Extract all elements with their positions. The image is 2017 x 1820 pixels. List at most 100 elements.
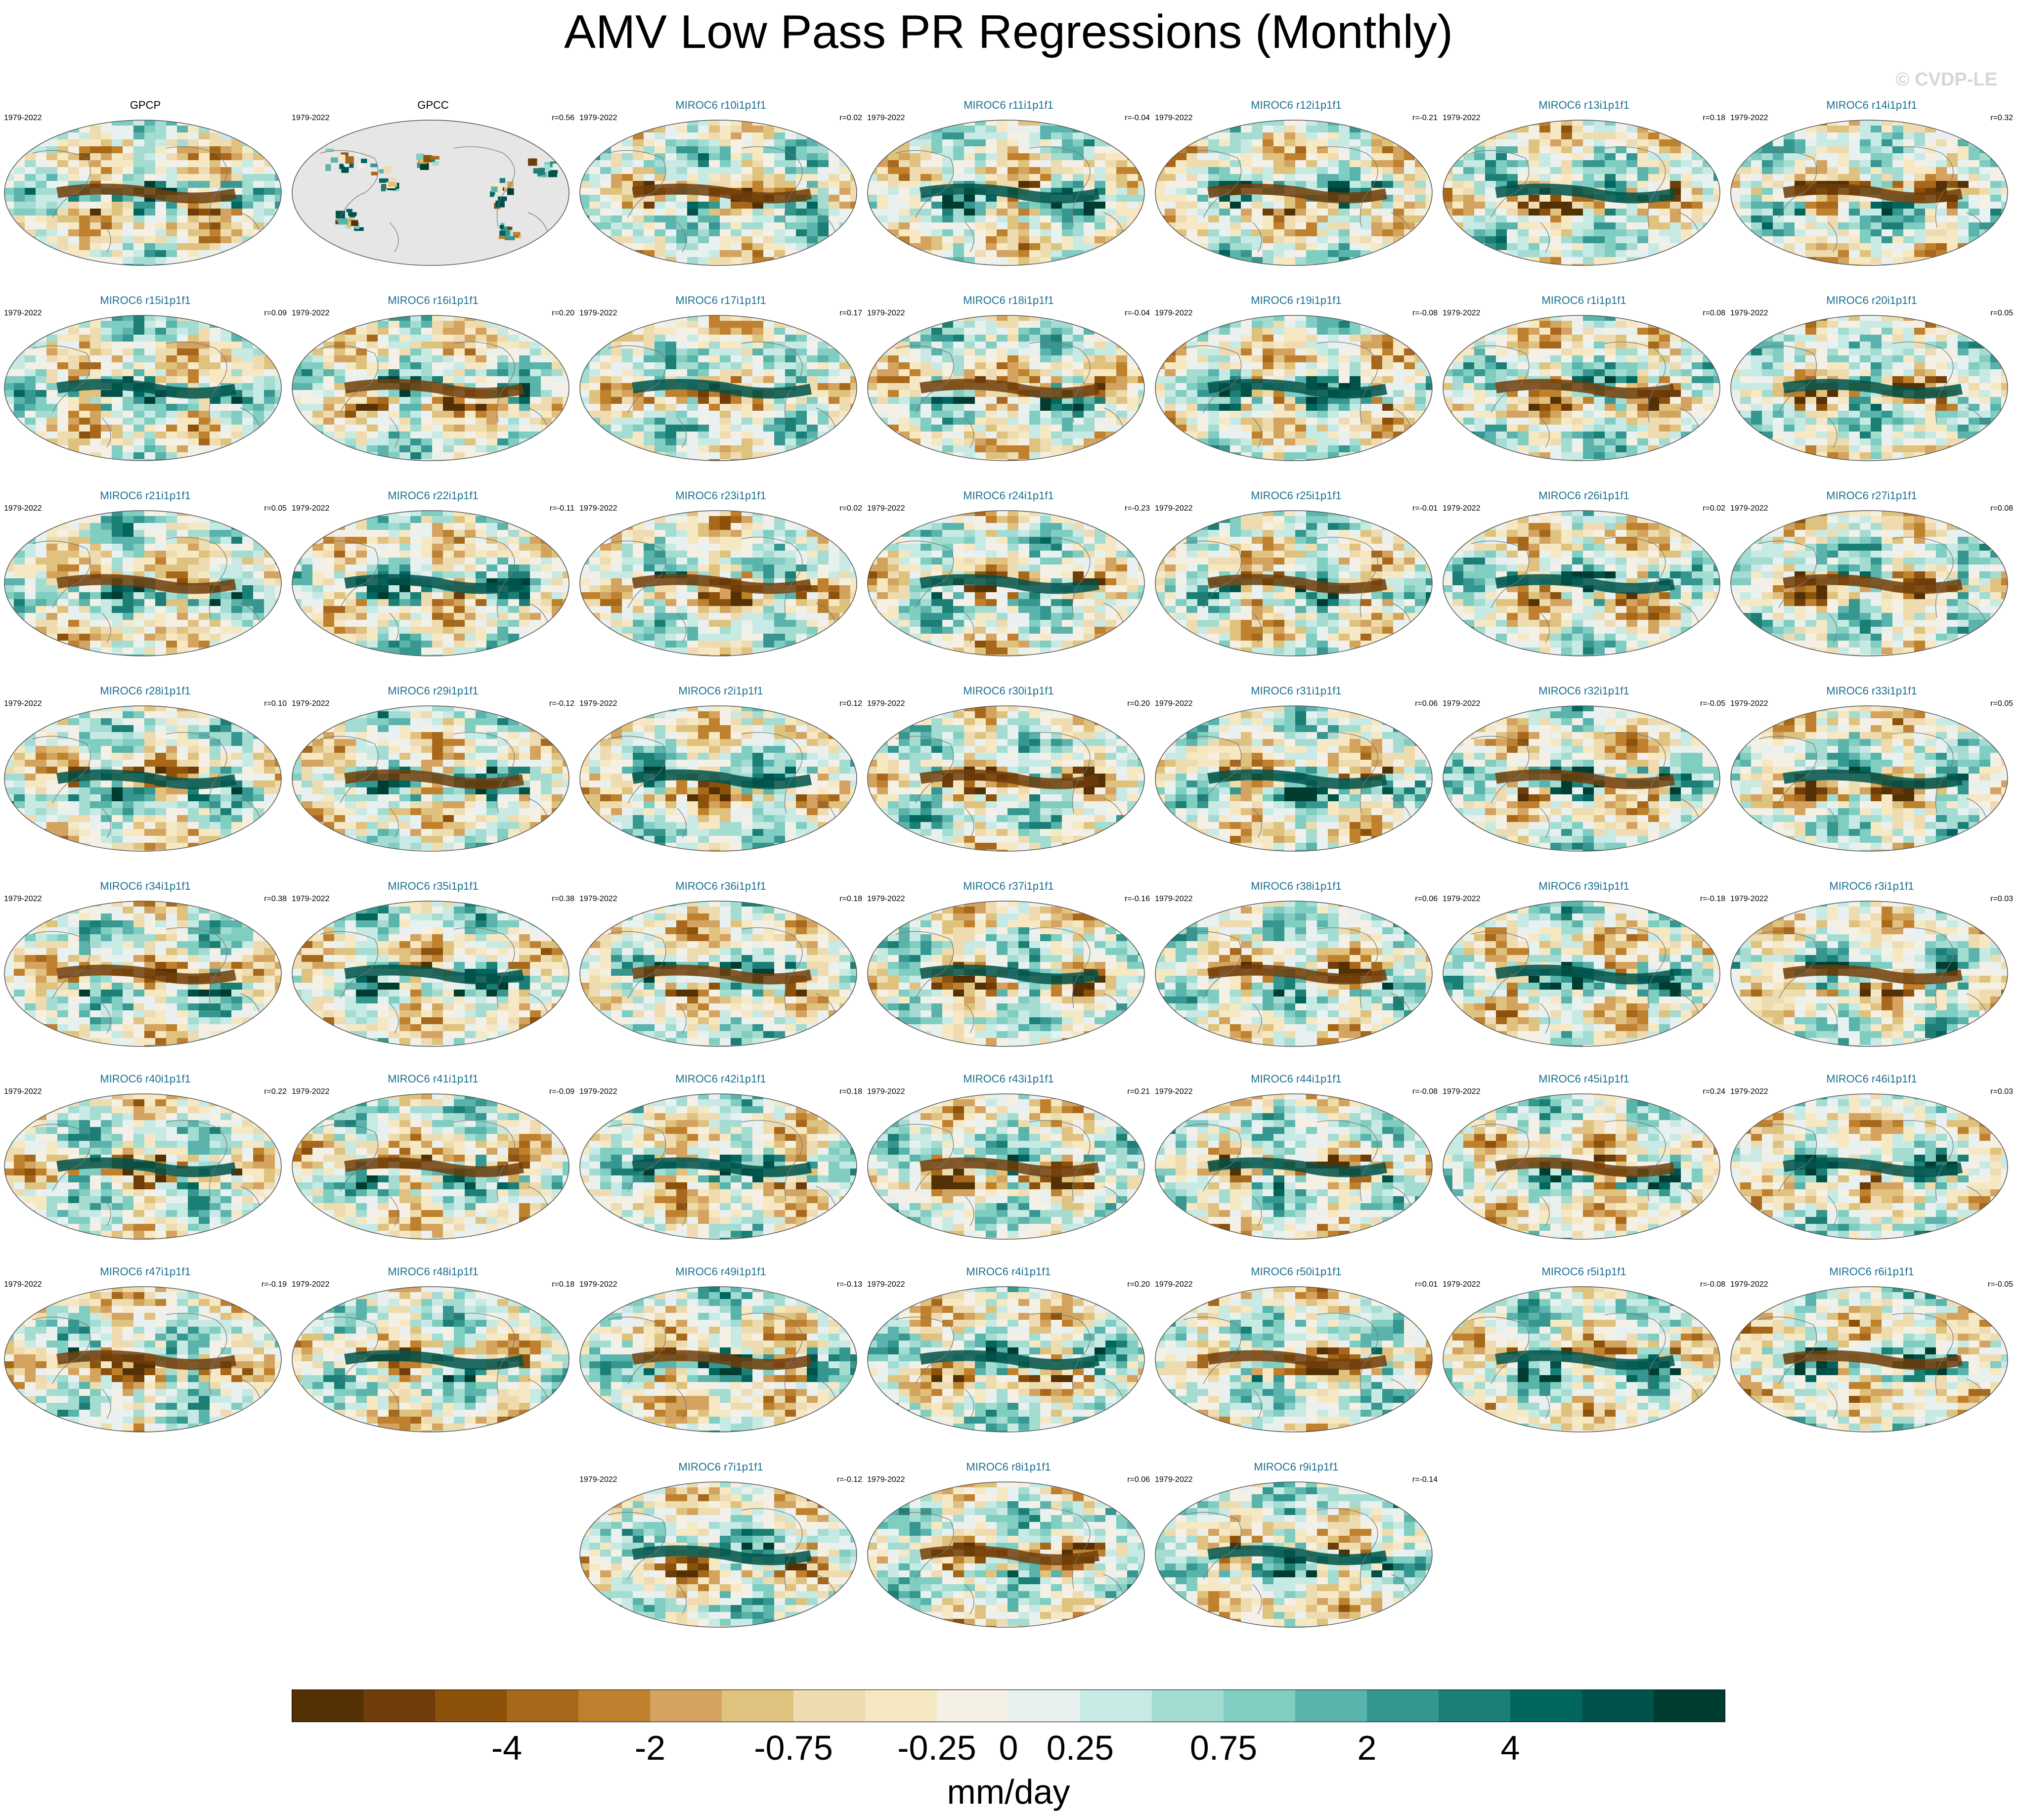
map-panel: MIROC6 r24i1p1f1 1979-2022 r=-0.23 [866,489,1151,677]
map-panel: MIROC6 r35i1p1f1 1979-2022 r=0.38 [291,880,575,1068]
map-panel: MIROC6 r40i1p1f1 1979-2022 r=0.22 [3,1073,288,1260]
map-panel: MIROC6 r34i1p1f1 1979-2022 r=0.38 [3,880,288,1068]
map-panel: MIROC6 r39i1p1f1 1979-2022 r=-0.18 [1442,880,1726,1068]
precip-regression-map [1155,1286,1433,1432]
panel-period: 1979-2022 [292,1280,330,1289]
panel-period: 1979-2022 [867,309,905,318]
precip-regression-map [1443,705,1720,852]
panel-period: 1979-2022 [579,114,617,123]
precip-regression-map [1155,901,1433,1047]
precip-regression-map [1730,1093,2008,1240]
panel-title: MIROC6 r10i1p1f1 [578,99,863,112]
colorbar-swatch [1224,1690,1296,1722]
panel-title: MIROC6 r36i1p1f1 [578,880,863,893]
panel-correlation: r=0.09 [264,309,287,318]
precip-regression-map [1730,1286,2008,1432]
map-panel: GPCC 1979-2022 r=0.56 [291,99,575,287]
panel-title: MIROC6 r3i1p1f1 [1729,880,2014,893]
map-panel: MIROC6 r13i1p1f1 1979-2022 r=0.18 [1442,99,1726,287]
colorbar-swatch [578,1690,651,1722]
precip-regression-map [867,120,1145,266]
precip-regression-map [867,1481,1145,1628]
panel-period: 1979-2022 [1155,1087,1193,1096]
precip-regression-map [867,1286,1145,1432]
panel-correlation: r=0.03 [1990,895,2013,904]
panel-correlation: r=0.05 [264,504,287,513]
precip-regression-map [292,1093,570,1240]
map-panel: MIROC6 r2i1p1f1 1979-2022 r=0.12 [578,685,863,872]
panel-title: MIROC6 r24i1p1f1 [866,489,1151,502]
panel-correlation: r=-0.08 [1412,309,1438,318]
precip-regression-map [1443,510,1720,656]
panel-title: MIROC6 r19i1p1f1 [1154,294,1439,307]
panel-title: MIROC6 r28i1p1f1 [3,685,288,697]
map-panel: MIROC6 r48i1p1f1 1979-2022 r=0.18 [291,1265,575,1453]
precip-regression-map [4,1093,282,1240]
panel-period: 1979-2022 [1155,895,1193,904]
panel-period: 1979-2022 [1730,895,1768,904]
map-panel: MIROC6 r10i1p1f1 1979-2022 r=0.02 [578,99,863,287]
panel-period: 1979-2022 [292,309,330,318]
colorbar-units: mm/day [0,1772,2017,1812]
figure-title: AMV Low Pass PR Regressions (Monthly) [0,5,2017,59]
panel-period: 1979-2022 [292,699,330,708]
precip-regression-map [1443,120,1720,266]
precip-regression-map [579,1093,857,1240]
map-panel: MIROC6 r11i1p1f1 1979-2022 r=-0.04 [866,99,1151,287]
map-panel: MIROC6 r45i1p1f1 1979-2022 r=0.24 [1442,1073,1726,1260]
colorbar-tick-label: 4 [1461,1728,1560,1768]
panel-correlation: r=-0.12 [837,1475,862,1484]
panel-title: MIROC6 r20i1p1f1 [1729,294,2014,307]
panel-title: MIROC6 r38i1p1f1 [1154,880,1439,893]
map-panel: MIROC6 r28i1p1f1 1979-2022 r=0.10 [3,685,288,872]
precip-regression-map [4,120,282,266]
map-panel: MIROC6 r27i1p1f1 1979-2022 r=0.08 [1729,489,2014,677]
precip-regression-map [4,901,282,1047]
precip-regression-map [867,901,1145,1047]
colorbar-swatch [1008,1690,1081,1722]
panel-correlation: r=-0.05 [1700,699,1725,708]
map-panel: MIROC6 r18i1p1f1 1979-2022 r=-0.04 [866,294,1151,482]
panel-correlation: r=-0.23 [1125,504,1150,513]
panel-period: 1979-2022 [292,1087,330,1096]
map-panel: MIROC6 r3i1p1f1 1979-2022 r=0.03 [1729,880,2014,1068]
panel-correlation: r=0.12 [839,699,862,708]
map-panel: MIROC6 r30i1p1f1 1979-2022 r=0.20 [866,685,1151,872]
precip-regression-map [579,510,857,656]
colorbar [292,1690,1725,1722]
colorbar-tick-label: 0 [959,1728,1058,1768]
precip-regression-map [1443,1093,1720,1240]
panel-period: 1979-2022 [579,699,617,708]
panel-period: 1979-2022 [1443,309,1481,318]
panel-period: 1979-2022 [579,504,617,513]
precip-regression-map [1730,901,2008,1047]
panel-period: 1979-2022 [867,114,905,123]
panel-correlation: r=0.24 [1703,1087,1725,1096]
colorbar-tick-label: -4 [457,1728,556,1768]
panel-correlation: r=0.05 [1990,309,2013,318]
panel-title: MIROC6 r5i1p1f1 [1442,1265,1726,1278]
panel-period: 1979-2022 [1730,309,1768,318]
panel-period: 1979-2022 [1155,1475,1193,1484]
panel-title: MIROC6 r6i1p1f1 [1729,1265,2014,1278]
panel-title: MIROC6 r41i1p1f1 [291,1073,575,1085]
map-panel: MIROC6 r32i1p1f1 1979-2022 r=-0.05 [1442,685,1726,872]
precip-regression-map [1155,1093,1433,1240]
panel-correlation: r=0.18 [1703,114,1725,123]
panel-title: MIROC6 r25i1p1f1 [1154,489,1439,502]
panel-title: MIROC6 r42i1p1f1 [578,1073,863,1085]
map-panel: MIROC6 r38i1p1f1 1979-2022 r=0.06 [1154,880,1439,1068]
panel-period: 1979-2022 [579,1475,617,1484]
colorbar-tick-label: 2 [1317,1728,1416,1768]
panel-title: MIROC6 r44i1p1f1 [1154,1073,1439,1085]
panel-period: 1979-2022 [4,699,42,708]
panel-period: 1979-2022 [4,504,42,513]
precip-regression-map [579,901,857,1047]
colorbar-tick-label: -2 [601,1728,700,1768]
map-panel: MIROC6 r47i1p1f1 1979-2022 r=-0.19 [3,1265,288,1453]
panel-period: 1979-2022 [1443,1087,1481,1096]
panel-correlation: r=-0.16 [1125,895,1150,904]
panel-title: MIROC6 r40i1p1f1 [3,1073,288,1085]
panel-title: MIROC6 r39i1p1f1 [1442,880,1726,893]
panel-period: 1979-2022 [867,1087,905,1096]
